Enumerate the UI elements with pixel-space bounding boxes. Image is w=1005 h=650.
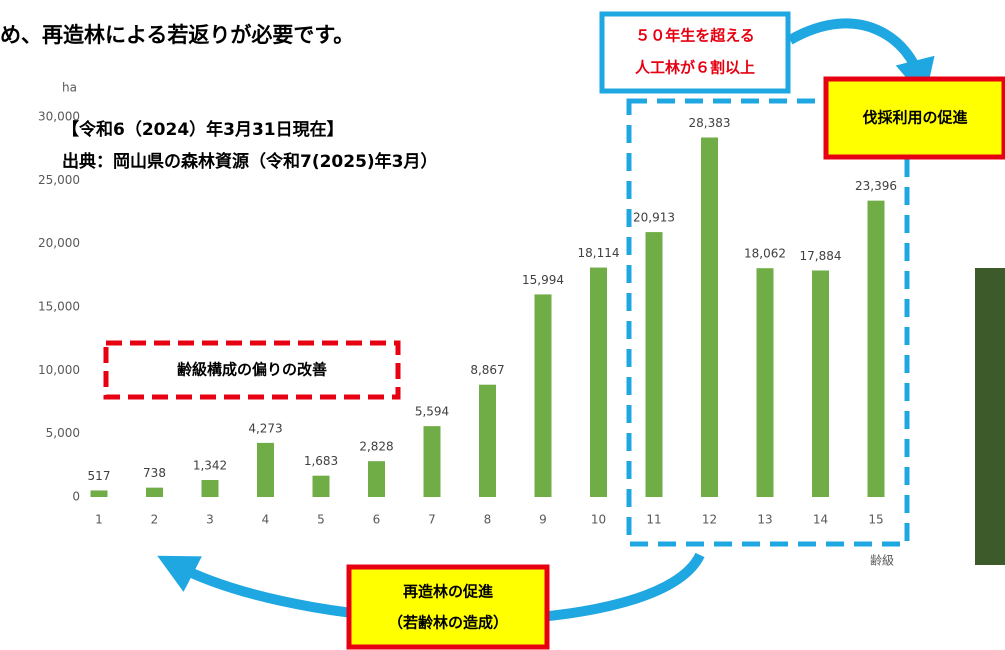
bar: [812, 270, 829, 497]
callout-text: 伐採利用の促進: [862, 109, 968, 127]
bar: [312, 475, 330, 497]
value-label: 738: [143, 466, 166, 480]
x-tick-label: 12: [702, 513, 717, 527]
value-label: 15,994: [522, 273, 564, 287]
x-tick-label: 11: [646, 513, 661, 527]
heading: め、再造林による若返りが必要です。: [0, 23, 354, 47]
value-label: 28,383: [689, 116, 731, 130]
x-tick-label: 4: [262, 513, 270, 527]
y-axis-label: ha: [62, 81, 77, 95]
bar: [534, 294, 552, 497]
value-label: 23,396: [855, 179, 897, 193]
callout-text: 人工林が６割以上: [635, 59, 755, 77]
y-tick-label: 25,000: [38, 173, 80, 187]
x-tick-label: 8: [484, 513, 492, 527]
bar: [479, 384, 496, 497]
age-box: [626, 98, 910, 547]
bar: [701, 137, 718, 497]
x-tick-label: 1: [95, 513, 103, 527]
bias-box: [103, 340, 401, 400]
y-tick-label: 10,000: [38, 363, 80, 377]
annotation: 出典：岡山県の森林資源（令和7(2025)年3月）: [62, 151, 438, 172]
callout-box: [346, 564, 550, 650]
bar: [645, 232, 663, 498]
value-label: 18,114: [578, 246, 620, 260]
value-label: 4,273: [248, 421, 282, 435]
value-label: 517: [88, 469, 111, 483]
value-label: 17,884: [800, 249, 842, 263]
bar: [257, 442, 274, 497]
value-label: 18,062: [744, 247, 786, 261]
x-tick-label: 14: [813, 513, 828, 527]
value-label: 20,913: [633, 211, 675, 225]
value-label: 2,828: [359, 440, 393, 454]
callout-box: [599, 11, 791, 94]
bar: [368, 461, 385, 497]
x-tick-label: 15: [868, 513, 883, 527]
x-axis-label: 齢級: [870, 553, 894, 568]
photo: [975, 268, 1005, 565]
y-tick-label: 20,000: [38, 236, 80, 250]
x-tick-label: 2: [151, 513, 159, 527]
value-label: 1,683: [304, 454, 338, 468]
bar: [756, 268, 774, 497]
bar: [867, 200, 885, 497]
bar: [590, 267, 607, 497]
callout-text: （若齢林の造成）: [388, 614, 508, 632]
x-tick-label: 5: [317, 513, 325, 527]
y-tick-label: 0: [72, 490, 80, 504]
plot: 05,00010,00015,00020,00025,00030,0001517…: [38, 110, 897, 527]
y-tick-label: 30,000: [38, 110, 80, 124]
x-tick-label: 7: [428, 513, 436, 527]
callout-text: ５０年生を超える: [635, 27, 755, 45]
callout-box: [823, 76, 1005, 160]
y-tick-label: 5,000: [46, 426, 80, 440]
arrow: [787, 18, 935, 100]
x-tick-label: 3: [206, 513, 214, 527]
callout-text: 再造林の促進: [403, 583, 494, 601]
value-label: 5,594: [415, 405, 449, 419]
annotation: 【令和6（2024）年3月31日現在】: [62, 119, 344, 140]
x-tick-label: 9: [539, 513, 547, 527]
value-label: 1,342: [193, 459, 227, 473]
bar: [90, 490, 108, 497]
callout-text: 齢級構成の偏りの改善: [177, 361, 327, 379]
x-tick-label: 13: [757, 513, 772, 527]
y-tick-label: 15,000: [38, 300, 80, 314]
value-label: 8,867: [470, 363, 504, 377]
bar: [146, 487, 163, 497]
bar: [201, 480, 219, 497]
bar: [423, 426, 441, 497]
x-tick-label: 10: [591, 513, 606, 527]
x-tick-label: 6: [373, 513, 381, 527]
